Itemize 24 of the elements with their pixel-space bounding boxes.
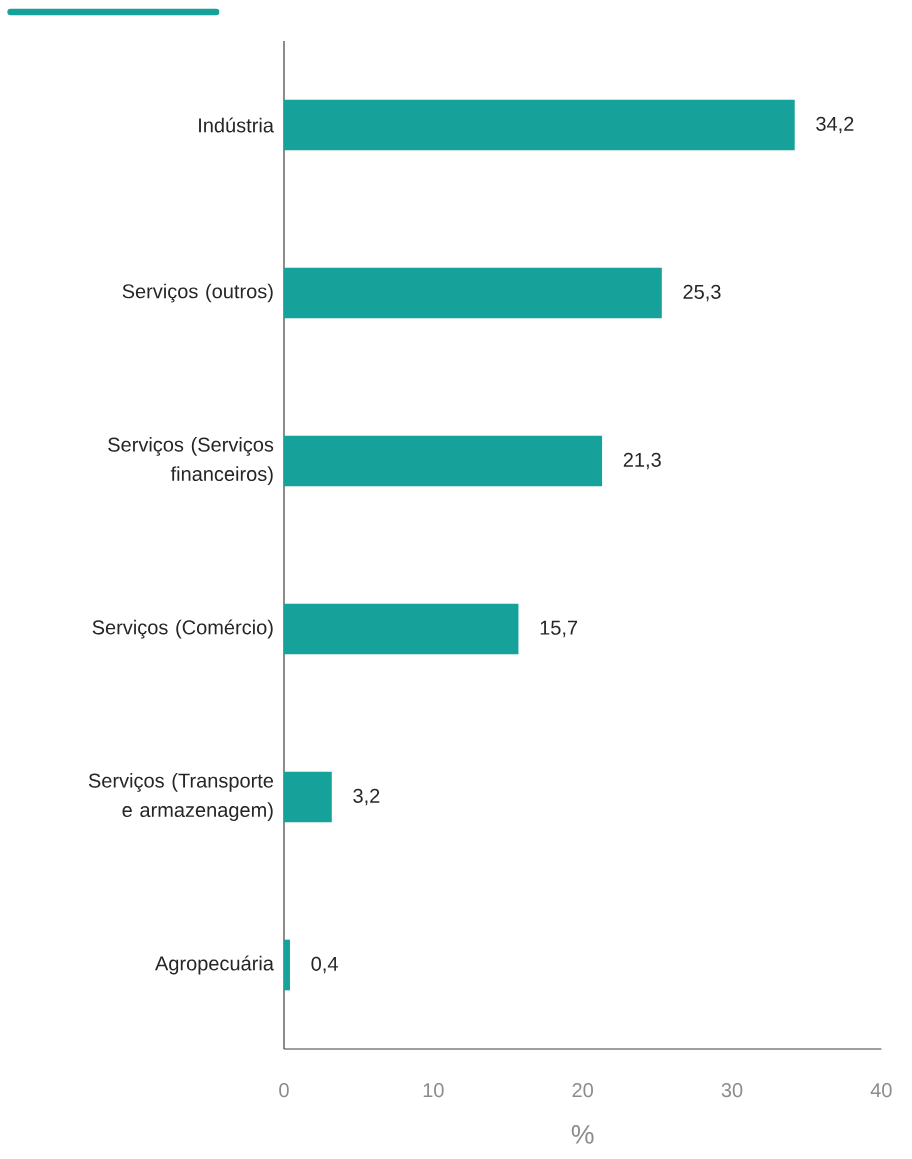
y-tick-label: Serviços (outros) [122, 283, 273, 303]
data-label: 25,3 [683, 284, 721, 302]
y-tick-label: Serviços (Comércio) [92, 619, 273, 639]
data-label: 0,4 [311, 956, 338, 974]
bar [284, 435, 603, 487]
data-label: 21,3 [623, 452, 661, 470]
x-axis-title: % [571, 1125, 594, 1144]
x-tick-label: 10 [423, 1083, 444, 1098]
x-tick-label: 20 [572, 1083, 593, 1098]
bar [284, 99, 795, 151]
bar [284, 939, 290, 991]
x-tick-label: 0 [279, 1083, 289, 1098]
data-label: 34,2 [816, 116, 854, 134]
bar [284, 603, 519, 655]
bar [284, 771, 332, 823]
y-tick-label: Indústria [199, 117, 274, 133]
data-label: 3,2 [353, 788, 380, 806]
data-label: 15,7 [540, 620, 578, 638]
y-tick-label: Agropecuária [155, 955, 274, 975]
x-tick-label: 40 [870, 1083, 892, 1098]
y-tick-label: Serviços (Serviços financeiros) [108, 437, 274, 485]
x-tick-label: 30 [721, 1083, 743, 1098]
bar [284, 267, 662, 319]
y-tick-label: Serviços (Transporte e armazenagem) [88, 773, 274, 821]
